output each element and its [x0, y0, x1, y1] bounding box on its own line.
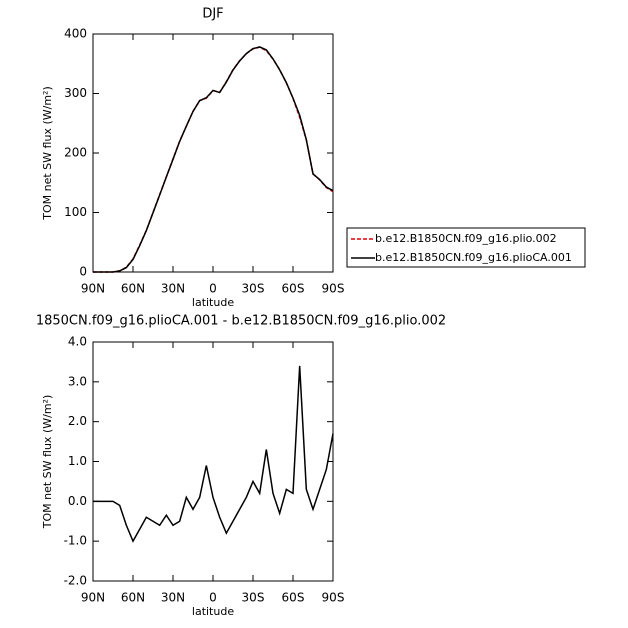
x-tick-label: 30S — [242, 591, 265, 605]
x-tick-label: 60S — [282, 591, 305, 605]
x-axis-label: latitude — [192, 605, 234, 618]
y-tick-label: 100 — [64, 205, 87, 219]
x-tick-label: 0 — [209, 282, 217, 296]
x-tick-label: 60N — [121, 591, 145, 605]
legend-label: b.e12.B1850CN.f09_g16.plio.002 — [375, 232, 557, 245]
y-tick-label: 1.0 — [68, 454, 87, 468]
y-axis-label: TOM net SW flux (W/m²) — [41, 86, 54, 220]
y-tick-label: 300 — [64, 86, 87, 100]
y-tick-label: 2.0 — [68, 414, 87, 428]
x-tick-label: 90S — [322, 282, 345, 296]
x-tick-label: 30N — [161, 591, 185, 605]
x-tick-label: 90S — [322, 591, 345, 605]
y-tick-label: 4.0 — [68, 335, 87, 349]
x-axis-label: latitude — [192, 296, 234, 309]
y-axis-label: TOM net SW flux (W/m²) — [41, 395, 54, 529]
legend-label: b.e12.B1850CN.f09_g16.plioCA.001 — [375, 251, 572, 264]
x-tick-label: 90N — [81, 591, 105, 605]
data-line — [93, 46, 334, 273]
plot-frame — [92, 33, 334, 273]
y-tick-label: 0.0 — [68, 494, 87, 508]
y-tick-label: 3.0 — [68, 374, 87, 388]
data-line — [93, 365, 334, 543]
y-tick-label: 400 — [64, 27, 87, 41]
x-tick-label: 90N — [81, 282, 105, 296]
x-tick-label: 30S — [242, 282, 265, 296]
x-tick-label: 60S — [282, 282, 305, 296]
x-tick-label: 0 — [209, 591, 217, 605]
chart-title: DJF — [202, 7, 223, 22]
data-line — [93, 46, 334, 273]
y-tick-label: 200 — [64, 146, 87, 160]
x-tick-label: 60N — [121, 282, 145, 296]
y-tick-label: -2.0 — [64, 574, 87, 588]
legend-box — [346, 227, 586, 268]
chart-title: 1850CN.f09_g16.plioCA.001 - b.e12.B1850C… — [36, 314, 446, 329]
y-tick-label: -1.0 — [64, 534, 87, 548]
x-tick-label: 30N — [161, 282, 185, 296]
plot-frame — [92, 341, 334, 582]
y-tick-label: 0 — [79, 265, 87, 279]
